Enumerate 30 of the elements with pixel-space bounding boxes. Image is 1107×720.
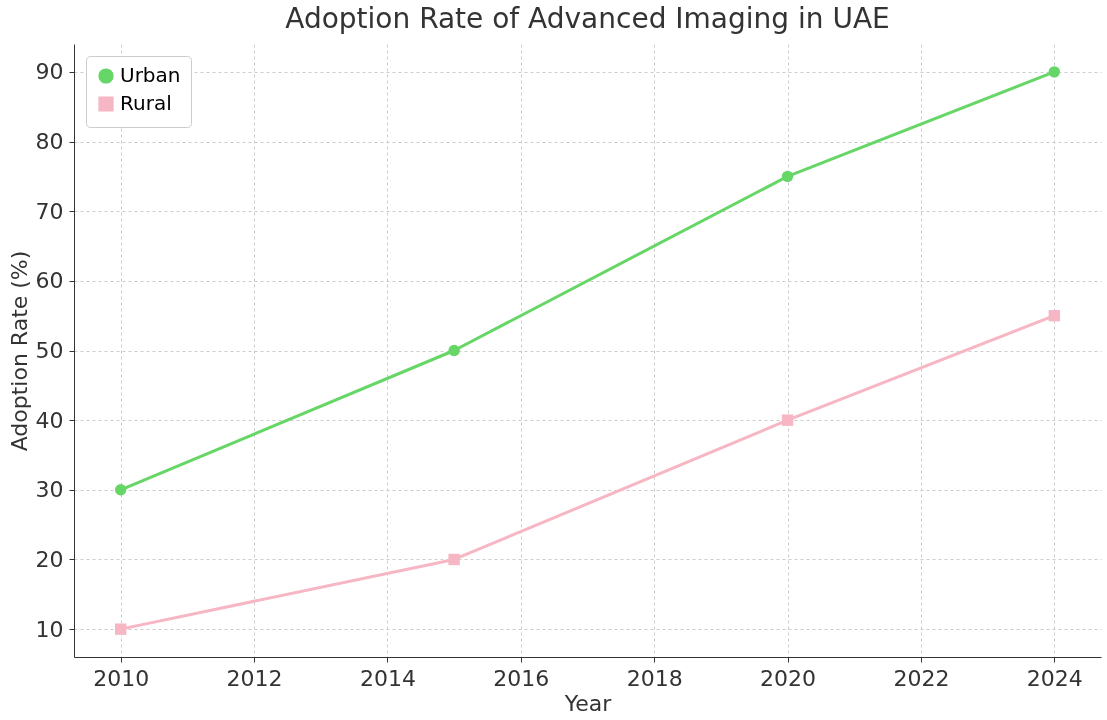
point — [781, 170, 794, 183]
point — [448, 344, 460, 357]
x-tick-label: 2024 — [1026, 665, 1083, 691]
y-tick-label: 80 — [35, 129, 64, 155]
x-tick-label: 2010 — [93, 665, 150, 691]
y-tick-label: 60 — [35, 268, 64, 294]
y-axis-title: Adoption Rate (%) — [6, 250, 32, 452]
legend-label: Urban — [120, 63, 181, 87]
y-tick-label: 40 — [35, 407, 64, 433]
x-tick-label: 2016 — [493, 665, 550, 691]
y-tick-label: 20 — [35, 546, 64, 572]
y-tick-label: 50 — [35, 338, 64, 363]
point — [1048, 309, 1061, 322]
y-tick-label: 90 — [35, 59, 64, 85]
y-tick-label: 70 — [35, 198, 64, 224]
chart-title: Adoption Rate of Advanced Imaging in UAE — [285, 2, 890, 35]
x-tick-label: 2020 — [760, 665, 817, 691]
x-tick-label: 2012 — [226, 665, 283, 691]
x-tick-label: 2022 — [893, 665, 950, 691]
legend-label: Rural — [120, 91, 172, 115]
x-tick-label: 2014 — [359, 665, 416, 691]
point — [781, 414, 794, 426]
point — [114, 623, 127, 635]
point — [114, 484, 127, 496]
x-tick-label: 2018 — [626, 665, 683, 691]
point — [1048, 66, 1061, 78]
y-tick-label: 30 — [35, 477, 64, 503]
y-tick-label: 10 — [35, 616, 64, 642]
x-axis-title: Year — [563, 690, 613, 716]
point — [448, 553, 460, 566]
